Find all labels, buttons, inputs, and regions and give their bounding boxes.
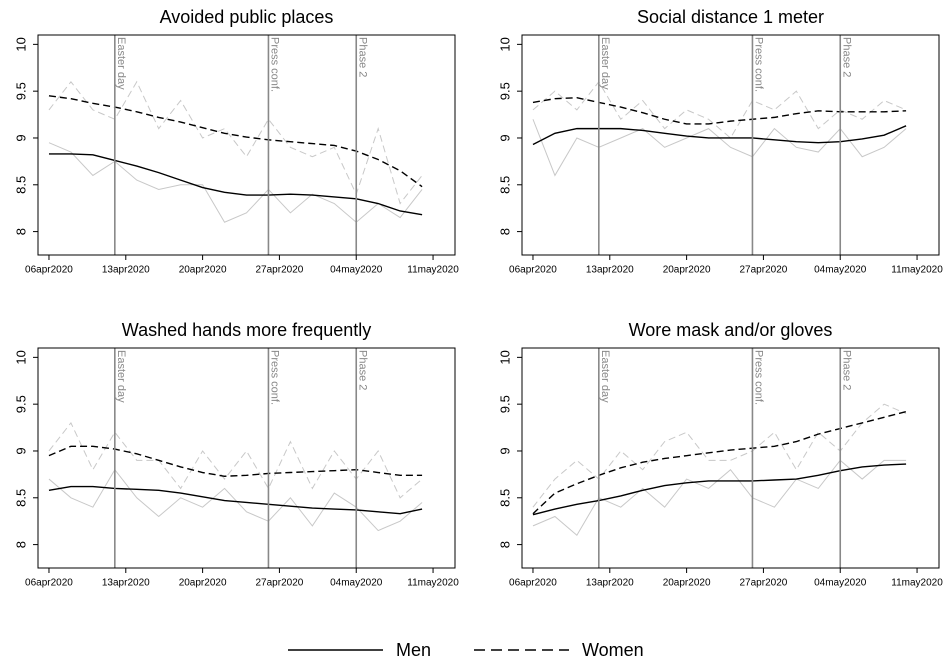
event-label: Press conf. bbox=[269, 350, 281, 405]
legend-label: Men bbox=[396, 640, 431, 660]
raw-line bbox=[532, 80, 907, 139]
y-tick-label: 8 bbox=[13, 228, 28, 235]
x-tick-label: 04may2020 bbox=[330, 265, 383, 276]
x-tick-label: 20apr2020 bbox=[179, 265, 227, 276]
panel-title: Social distance 1 meter bbox=[637, 7, 824, 27]
y-tick-label: 9.5 bbox=[497, 395, 512, 413]
x-tick-label: 11may2020 bbox=[407, 578, 459, 589]
smoothed-line bbox=[48, 153, 423, 216]
x-tick-label: 27apr2020 bbox=[256, 265, 304, 276]
smoothed-line bbox=[532, 125, 907, 146]
raw-line bbox=[48, 421, 423, 499]
x-tick-label: 20apr2020 bbox=[663, 578, 711, 589]
plot-frame bbox=[37, 34, 456, 256]
x-tick-label: 13apr2020 bbox=[586, 578, 634, 589]
raw-line bbox=[532, 459, 907, 537]
x-tick-label: 04may2020 bbox=[814, 578, 867, 589]
event-label: Phase 2 bbox=[840, 37, 852, 77]
event-label: Easter day bbox=[599, 37, 611, 90]
event-label: Phase 2 bbox=[356, 350, 368, 390]
x-tick-label: 20apr2020 bbox=[663, 265, 711, 276]
x-tick-label: 13apr2020 bbox=[586, 265, 634, 276]
x-tick-label: 04may2020 bbox=[330, 578, 383, 589]
y-tick-label: 8 bbox=[497, 228, 512, 235]
y-tick-label: 8 bbox=[13, 541, 28, 548]
y-tick-label: 8 bbox=[497, 541, 512, 548]
legend-label: Women bbox=[582, 640, 644, 660]
y-tick-label: 9.5 bbox=[13, 395, 28, 413]
x-tick-label: 06apr2020 bbox=[25, 265, 73, 276]
x-tick-label: 27apr2020 bbox=[740, 578, 788, 589]
x-tick-label: 11may2020 bbox=[891, 578, 943, 589]
y-tick-label: 10 bbox=[13, 37, 28, 51]
x-tick-label: 06apr2020 bbox=[509, 265, 557, 276]
y-tick-label: 10 bbox=[13, 350, 28, 364]
event-label: Easter day bbox=[115, 37, 127, 90]
event-label: Press conf. bbox=[753, 350, 765, 405]
y-tick-label: 10 bbox=[497, 37, 512, 51]
x-tick-label: 13apr2020 bbox=[102, 578, 150, 589]
y-tick-label: 10 bbox=[497, 350, 512, 364]
smoothed-line bbox=[48, 95, 423, 188]
y-tick-label: 9.5 bbox=[13, 82, 28, 100]
smoothed-line bbox=[532, 97, 907, 125]
x-tick-label: 06apr2020 bbox=[25, 578, 73, 589]
x-tick-label: 27apr2020 bbox=[256, 578, 304, 589]
event-label: Easter day bbox=[599, 350, 611, 403]
panel-title: Washed hands more frequently bbox=[122, 320, 371, 340]
x-tick-label: 13apr2020 bbox=[102, 265, 150, 276]
y-tick-label: 8.5 bbox=[13, 176, 28, 194]
plot-frame bbox=[521, 34, 940, 256]
y-tick-label: 9 bbox=[497, 134, 512, 141]
y-tick-label: 9.5 bbox=[497, 82, 512, 100]
y-tick-label: 8.5 bbox=[497, 489, 512, 507]
event-label: Press conf. bbox=[753, 37, 765, 92]
y-tick-label: 8.5 bbox=[13, 489, 28, 507]
event-label: Phase 2 bbox=[356, 37, 368, 77]
raw-line bbox=[48, 468, 423, 532]
x-tick-label: 11may2020 bbox=[407, 265, 459, 276]
smoothed-line bbox=[532, 463, 907, 516]
smoothed-line bbox=[48, 485, 423, 515]
smoothed-line bbox=[48, 445, 423, 477]
panel-title: Avoided public places bbox=[160, 7, 334, 27]
plot-frame bbox=[521, 347, 940, 569]
raw-line bbox=[48, 80, 423, 205]
smoothed-line bbox=[532, 410, 907, 515]
raw-line bbox=[532, 403, 907, 508]
panel-title: Wore mask and/or gloves bbox=[629, 320, 833, 340]
y-tick-label: 9 bbox=[13, 447, 28, 454]
plot-frame bbox=[37, 347, 456, 569]
event-label: Phase 2 bbox=[840, 350, 852, 390]
event-label: Easter day bbox=[115, 350, 127, 403]
y-tick-label: 9 bbox=[13, 134, 28, 141]
raw-line bbox=[48, 142, 423, 223]
event-label: Press conf. bbox=[269, 37, 281, 92]
x-tick-label: 04may2020 bbox=[814, 265, 867, 276]
x-tick-label: 27apr2020 bbox=[740, 265, 788, 276]
x-tick-label: 20apr2020 bbox=[179, 578, 227, 589]
y-tick-label: 9 bbox=[497, 447, 512, 454]
x-tick-label: 06apr2020 bbox=[509, 578, 557, 589]
x-tick-label: 11may2020 bbox=[891, 265, 943, 276]
raw-line bbox=[532, 119, 907, 177]
y-tick-label: 8.5 bbox=[497, 176, 512, 194]
